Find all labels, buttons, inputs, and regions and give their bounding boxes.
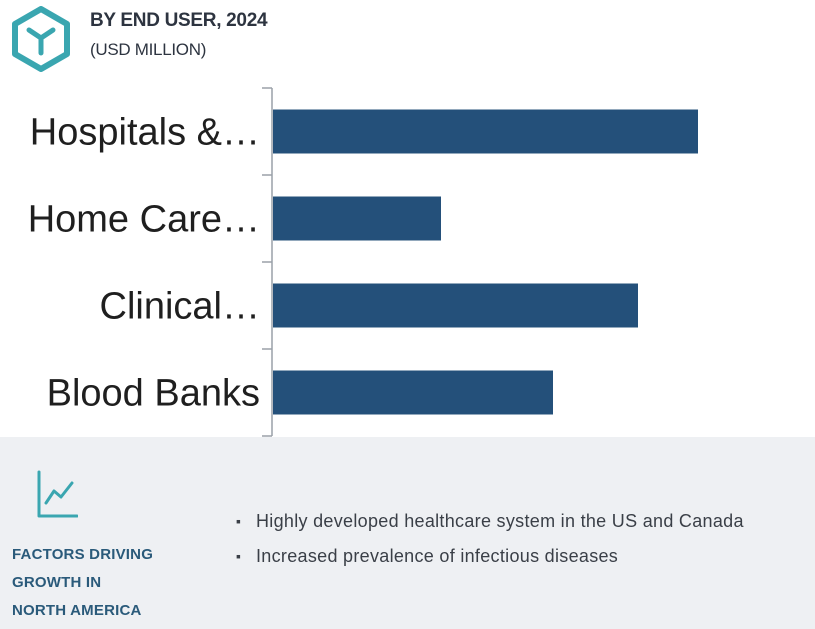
growth-factors-title: FACTORS DRIVING GROWTH IN NORTH AMERICA xyxy=(12,541,212,625)
growth-factor-item: Highly developed healthcare system in th… xyxy=(236,507,806,536)
bar xyxy=(273,283,638,328)
chart-title: BY END USER, 2024 xyxy=(90,10,268,31)
y-tick-label: Blood Banks xyxy=(47,373,260,415)
bar xyxy=(273,109,698,154)
growth-factors-title-line: FACTORS DRIVING xyxy=(12,546,154,563)
y-tick-label: Hospitals &… xyxy=(30,112,260,154)
growth-factor-item: Increased prevalence of infectious disea… xyxy=(236,542,806,571)
bar-chart-svg: Hospitals &… Home Care… Clinical… Blood Ban… xyxy=(28,87,698,437)
growth-factors-list: Highly developed healthcare system in th… xyxy=(236,507,806,577)
bar-chart: Hospitals &… Home Care… Clinical… Blood Ban… xyxy=(0,80,815,440)
y-tick-label: Home Care… xyxy=(28,199,260,241)
chart-header: BY END USER, 2024 (USD MILLION) xyxy=(0,0,815,80)
cube-hexagon-icon xyxy=(12,6,70,72)
trend-chart-icon xyxy=(37,470,78,518)
bar xyxy=(273,196,441,241)
growth-factors-title-line: GROWTH IN xyxy=(12,574,102,591)
y-tick-label: Clinical… xyxy=(100,286,260,328)
bar xyxy=(273,370,553,415)
growth-factors-title-line: NORTH AMERICA xyxy=(12,602,142,619)
growth-factors-panel: FACTORS DRIVING GROWTH IN NORTH AMERICA … xyxy=(0,437,815,629)
chart-subtitle: (USD MILLION) xyxy=(90,40,207,59)
